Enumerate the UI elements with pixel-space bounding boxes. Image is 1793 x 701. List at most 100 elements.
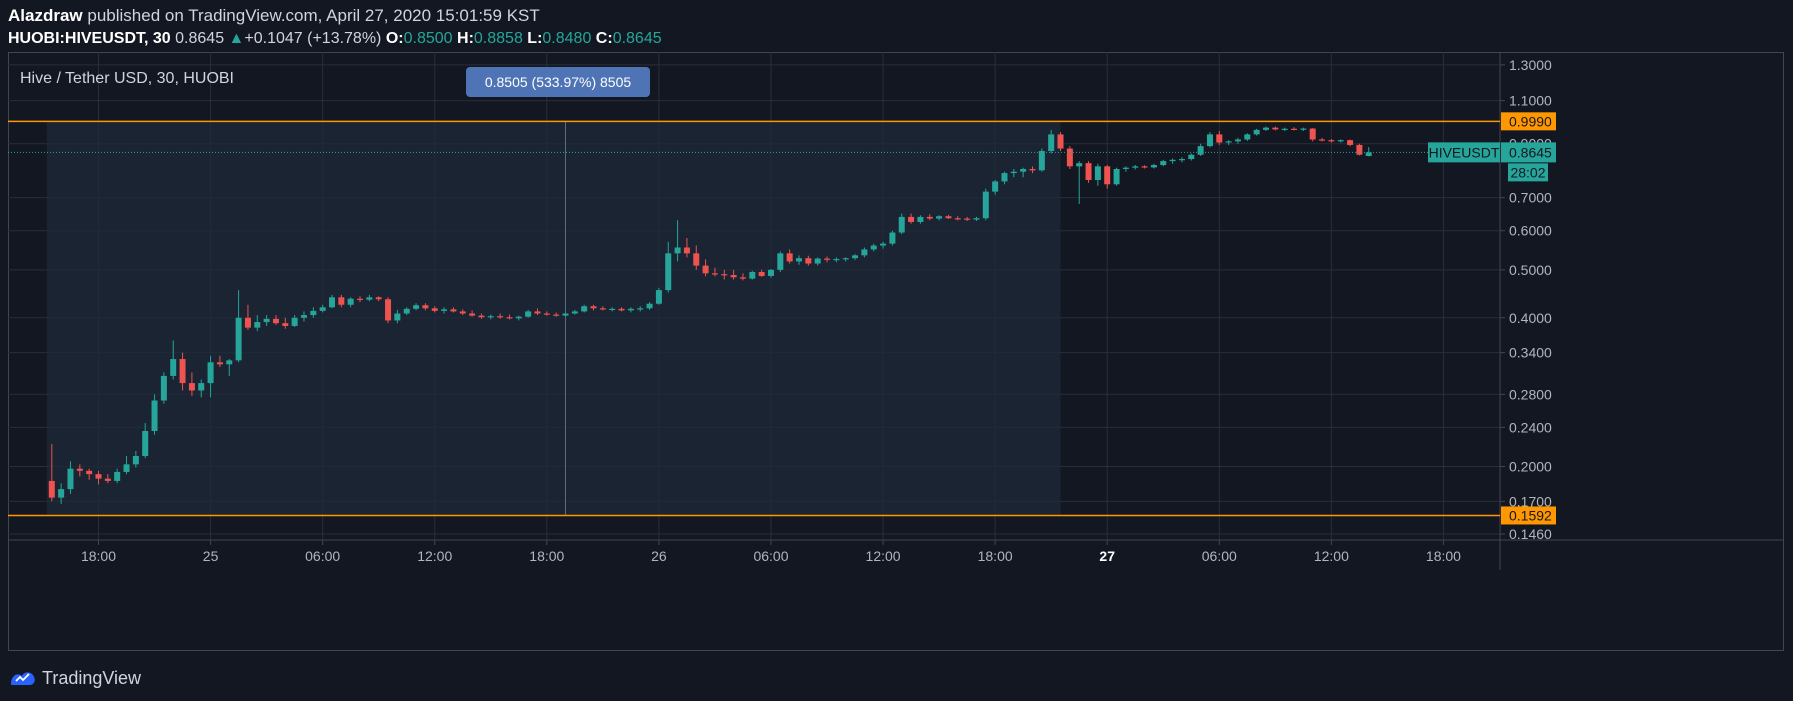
candle-body [431, 308, 438, 311]
candle-body [385, 299, 392, 321]
x-tick-label: 18:00 [529, 548, 564, 564]
candle-body [95, 474, 102, 479]
candle-body [1263, 127, 1269, 130]
candle-body [1225, 141, 1232, 143]
candle-body [721, 274, 728, 276]
level-price-label: 0.1592 [1509, 507, 1552, 523]
candle-body [1206, 134, 1213, 147]
candle-body [758, 272, 765, 276]
candle-body [160, 375, 167, 401]
candle-body [1319, 139, 1326, 141]
candle-body [282, 323, 289, 326]
open-value: 0.8500 [403, 30, 453, 47]
candle-body [1188, 154, 1195, 160]
candle-body [1020, 169, 1027, 172]
candle-body [338, 297, 345, 305]
candle-body [1365, 152, 1372, 156]
candle-body [1066, 148, 1073, 167]
y-tick-label: 0.6000 [1509, 223, 1552, 239]
candle-body [833, 258, 840, 261]
chart-area[interactable]: 1.30001.10000.90000.70000.60000.50000.40… [8, 52, 1784, 651]
candle-body [1347, 140, 1354, 145]
symbol-tag [1428, 142, 1500, 163]
publish-info: Alazdraw published on TradingView.com, A… [8, 6, 540, 26]
high-label: H: [457, 30, 474, 47]
x-tick-label: 25 [203, 548, 219, 564]
candle-body [1244, 134, 1251, 140]
candle-body [450, 309, 457, 312]
candle-body [216, 362, 223, 365]
high-value: 0.8858 [473, 30, 523, 47]
candle-body [1141, 166, 1148, 168]
x-tick-label: 27 [1099, 548, 1115, 564]
y-tick-label: 0.3400 [1509, 345, 1552, 361]
candle-body [842, 258, 849, 260]
candle-body [590, 306, 597, 309]
candle-body [114, 471, 121, 481]
candle-body [1216, 134, 1223, 143]
y-tick-label: 0.1700 [1509, 493, 1552, 509]
candle-body [786, 253, 793, 262]
candle-body [1122, 167, 1129, 170]
candle-body [1291, 128, 1298, 130]
chart-border [8, 52, 1784, 651]
candle-body [683, 247, 690, 254]
candle-body [777, 253, 784, 270]
candle-body [76, 468, 83, 471]
candlestick-chart[interactable]: 1.30001.10000.90000.70000.60000.50000.40… [8, 52, 1784, 651]
low-value: 0.8480 [542, 30, 592, 47]
candle-body [945, 216, 952, 219]
candle-body [1104, 166, 1111, 185]
candle-body [469, 313, 476, 316]
candle-body [263, 318, 270, 323]
candle-body [1010, 171, 1017, 174]
candle-body [244, 317, 251, 328]
candle-body [1048, 134, 1055, 152]
current-price-label: 0.8645 [1509, 144, 1552, 160]
candle-body [581, 306, 588, 312]
x-tick-label: 12:00 [866, 548, 901, 564]
candle-body [394, 313, 401, 321]
candle-body [1029, 169, 1036, 171]
candle-body [198, 383, 205, 391]
candle-body [1113, 169, 1120, 185]
candle-body [739, 277, 746, 279]
symbol-interval: HUOBI:HIVEUSDT, 30 [8, 30, 171, 47]
candle-body [637, 308, 644, 310]
candle-body [1160, 161, 1167, 166]
candle-body [889, 232, 896, 244]
x-tick-label: 18:00 [81, 548, 116, 564]
low-label: L: [527, 30, 543, 47]
candle-body [861, 249, 868, 256]
x-tick-label: 06:00 [305, 548, 340, 564]
candle-body [655, 290, 662, 304]
candle-body [964, 218, 971, 220]
candle-body [235, 317, 242, 361]
candle-body [67, 468, 74, 490]
footer-brand[interactable]: TradingView [10, 664, 141, 692]
candle-body [1150, 165, 1157, 168]
candle-body [665, 253, 672, 291]
candle-body [226, 360, 233, 365]
symbol-tag-label: HIVEUSDT [1429, 144, 1500, 160]
candle-body [796, 258, 802, 262]
candle-body [207, 362, 214, 384]
candle-body [562, 313, 569, 316]
candle-body [571, 311, 578, 314]
candle-body [1085, 163, 1092, 181]
candle-body [1337, 140, 1344, 142]
candle-body [254, 322, 261, 328]
candle-body [870, 245, 877, 250]
close-label: C: [595, 30, 613, 47]
candle-body [954, 218, 961, 220]
candle-body [553, 314, 560, 316]
candle-body [646, 303, 653, 309]
candle-body [413, 305, 420, 309]
candle-body [357, 298, 364, 300]
author-name: Alazdraw [8, 6, 83, 25]
candle-body [487, 316, 494, 318]
candle-body [609, 308, 616, 311]
candle-body [1094, 166, 1101, 181]
y-tick-label: 1.1000 [1509, 93, 1552, 109]
candle-body [693, 253, 700, 266]
